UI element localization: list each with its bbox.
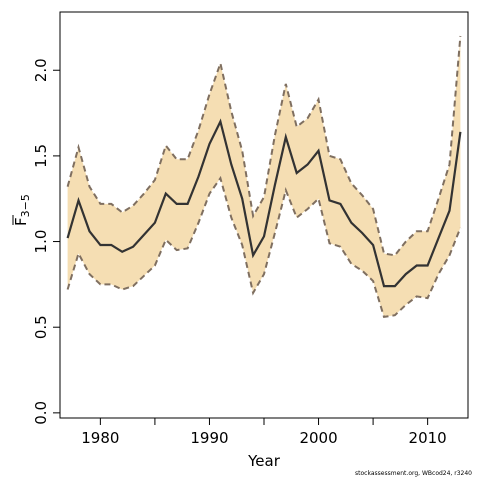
estimate-line (66, 118, 462, 288)
y-axis-title: F3−5 (12, 194, 32, 226)
confidence-band (67, 36, 461, 317)
y-tick-label: 0.0 (32, 401, 50, 425)
x-tick-label: 1980 (81, 429, 119, 447)
y-axis-title-subscript: 3−5 (19, 194, 32, 217)
y-tick-label: 1.5 (32, 144, 50, 168)
x-axis-title: Year (247, 452, 281, 470)
footer-credit: stockassessment.org, WBcod24, r3240 (355, 470, 472, 477)
x-axis: 1980 1990 2000 2010 (81, 418, 447, 447)
y-tick-label: 0.5 (32, 315, 50, 339)
y-tick-label: 1.0 (32, 230, 50, 254)
y-axis-title-main: F (12, 217, 30, 226)
lower-bound-line (66, 175, 462, 319)
svg-text:F3−5: F3−5 (12, 194, 32, 226)
x-tick-label: 2000 (299, 429, 337, 447)
x-tick-label: 2010 (409, 429, 447, 447)
x-tick-label: 1990 (190, 429, 228, 447)
y-tick-label: 2.0 (32, 58, 50, 82)
y-axis: 0.0 0.5 1.0 1.5 2.0 (32, 58, 60, 425)
